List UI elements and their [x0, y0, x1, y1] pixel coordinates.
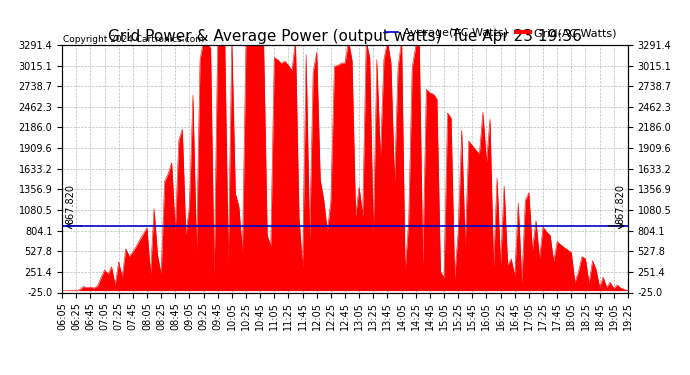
Text: 867.820: 867.820: [65, 184, 75, 224]
Legend: Average(AC Watts), Grid(AC Watts): Average(AC Watts), Grid(AC Watts): [385, 28, 617, 38]
Text: Copyright 2024 Cartronics.com: Copyright 2024 Cartronics.com: [63, 35, 204, 44]
Title: Grid Power & Average Power (output watts)  Tue Apr 23 19:36: Grid Power & Average Power (output watts…: [108, 29, 582, 44]
Text: 867.820: 867.820: [615, 184, 625, 224]
